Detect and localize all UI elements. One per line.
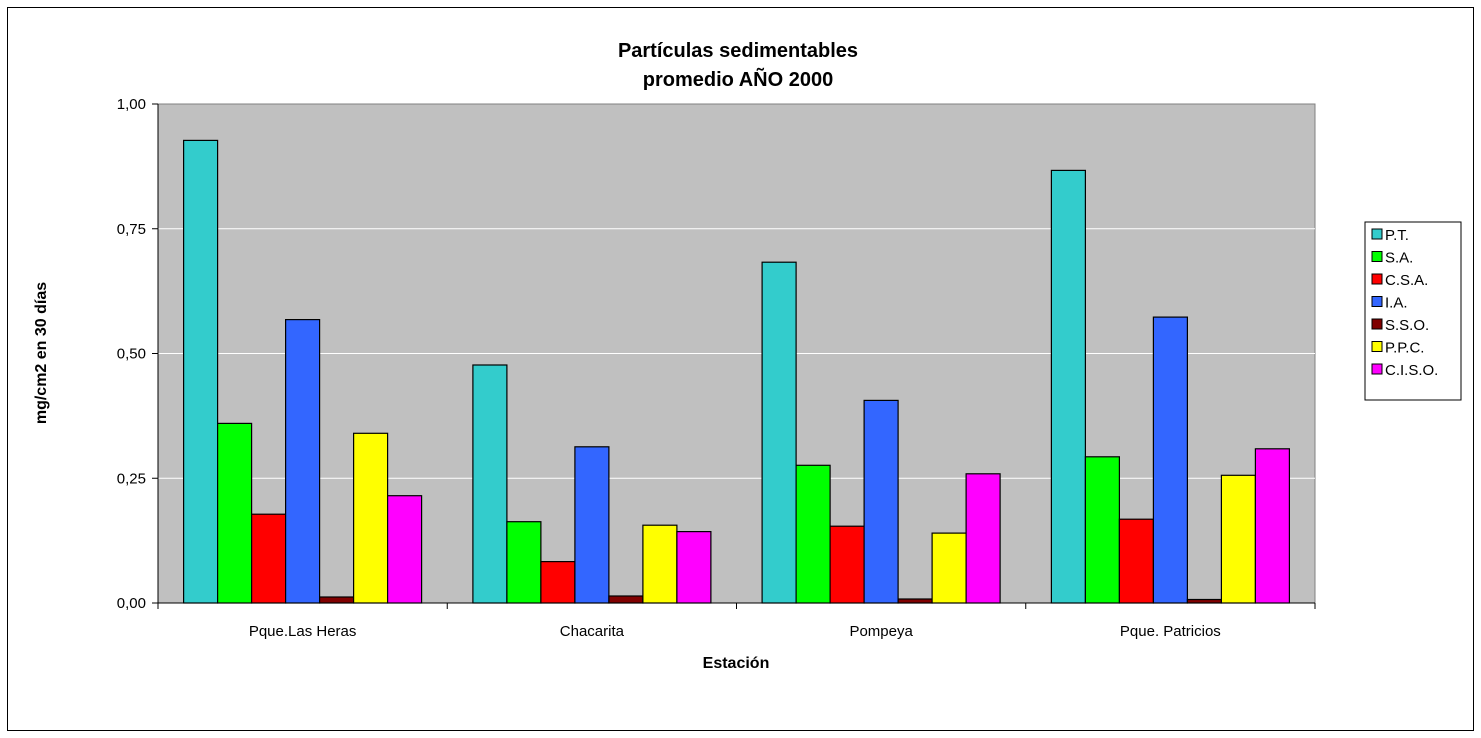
bar xyxy=(931,532,967,604)
legend-swatch xyxy=(1371,341,1383,352)
legend-swatch xyxy=(1371,273,1383,285)
bar xyxy=(608,595,644,604)
bar xyxy=(642,524,678,604)
bar xyxy=(506,521,542,604)
bar xyxy=(217,422,253,604)
bar xyxy=(795,464,831,604)
legend-swatch xyxy=(1371,363,1383,375)
bar xyxy=(863,399,899,604)
legend-label: P.P.C. xyxy=(1385,340,1424,357)
y-tick-label: 1,00 xyxy=(117,96,146,113)
legend: P.T. S.A. C.S.A. I.A. S.S.O. P.P.C. C.I.S.O. xyxy=(1364,221,1462,401)
bar xyxy=(251,513,287,604)
bar xyxy=(897,598,933,604)
legend-label: C.S.A. xyxy=(1385,272,1428,289)
legend-label: I.A. xyxy=(1385,295,1408,312)
bar xyxy=(1152,316,1189,604)
legend-swatch xyxy=(1371,251,1383,262)
gridlines xyxy=(158,228,1315,479)
legend-swatch xyxy=(1371,228,1383,240)
chart-subtitle: promedio AÑO 2000 xyxy=(643,68,833,91)
bar xyxy=(965,473,1001,604)
y-axis-title: mg/cm2 en 30 días xyxy=(33,282,50,424)
bar xyxy=(387,495,423,604)
chart-title: Partículas sedimentables xyxy=(618,40,858,62)
legend-label: S.A. xyxy=(1385,250,1413,267)
y-tick-label: 0,50 xyxy=(117,346,146,363)
bar xyxy=(472,364,508,604)
legend-label: P.T. xyxy=(1385,227,1409,244)
bar xyxy=(1186,598,1223,604)
bar xyxy=(319,596,355,604)
bar xyxy=(1118,518,1155,604)
legend-label: C.I.S.O. xyxy=(1385,362,1438,379)
bar xyxy=(574,446,610,604)
legend-swatch xyxy=(1371,296,1383,307)
x-tick-label: Pque.Las Heras xyxy=(249,623,357,640)
legend-label: S.S.O. xyxy=(1385,317,1429,334)
x-tick-labels: Pque.Las Heras Chacarita Pompeya Pque. Patr… xyxy=(157,603,1316,640)
y-tick-label: 0,25 xyxy=(117,470,146,487)
bar xyxy=(761,261,797,604)
bar xyxy=(676,530,712,604)
bar xyxy=(829,525,865,604)
bar xyxy=(1050,169,1087,604)
y-tick-labels: 0,00 0,25 0,50 0,75 1,00 xyxy=(117,96,158,612)
bars xyxy=(183,139,1291,604)
x-tick-label: Chacarita xyxy=(560,623,625,640)
y-tick-label: 0,75 xyxy=(117,221,146,238)
x-tick-label: Pompeya xyxy=(849,623,913,640)
bar xyxy=(353,432,389,604)
bar xyxy=(1084,456,1121,604)
bar xyxy=(285,319,321,604)
x-axis-title: Estación xyxy=(703,655,770,672)
bar xyxy=(1220,474,1257,604)
legend-swatch xyxy=(1371,318,1383,330)
bar xyxy=(1254,448,1291,604)
x-tick-label: Pque. Patricios xyxy=(1120,623,1221,640)
bar xyxy=(540,560,576,604)
bar xyxy=(183,139,219,604)
y-tick-label: 0,00 xyxy=(117,595,146,612)
